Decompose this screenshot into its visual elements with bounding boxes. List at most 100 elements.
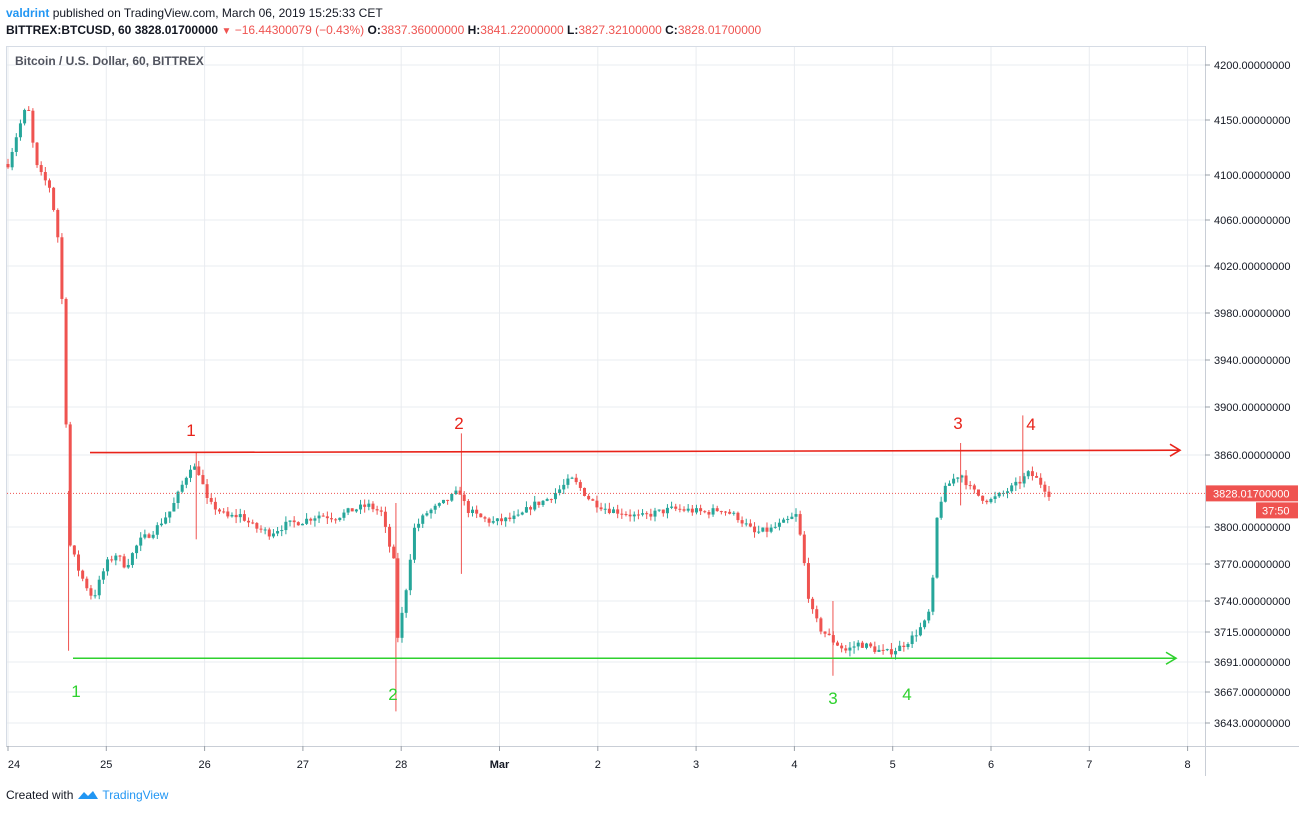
support-touch-label: 4: [902, 685, 911, 704]
candle: [603, 503, 607, 514]
time-axis[interactable]: 24 25 26 27 28 Mar 2 3 4 5 6 7 8: [7, 746, 1191, 771]
candle: [441, 499, 445, 504]
candle: [491, 516, 495, 525]
candle: [1035, 472, 1039, 478]
candle: [512, 510, 516, 524]
candle: [56, 208, 60, 243]
candle: [43, 166, 47, 186]
candle-body: [475, 509, 479, 514]
candle: [653, 507, 657, 522]
candle-body: [869, 643, 873, 647]
author-name[interactable]: valdrint: [6, 6, 50, 20]
candle: [421, 513, 425, 528]
candle: [599, 502, 603, 512]
candle: [529, 505, 533, 516]
candle-body: [894, 651, 898, 655]
candle-body: [454, 490, 458, 494]
candle: [923, 619, 927, 630]
candle-body: [184, 477, 188, 485]
candle: [852, 641, 856, 654]
candle: [645, 511, 649, 520]
candle: [835, 640, 839, 647]
candle-body: [114, 555, 118, 561]
candle-body: [757, 531, 761, 533]
candle-body: [553, 493, 557, 500]
candle: [690, 504, 694, 516]
candle-body: [989, 499, 993, 503]
high-label: H:: [467, 23, 481, 37]
candle-body: [719, 511, 723, 513]
candle: [97, 575, 101, 600]
candle-body: [943, 485, 947, 502]
candle-body: [97, 579, 101, 596]
candle: [769, 524, 773, 534]
candle: [500, 513, 504, 526]
y-tick-label: 4200.00000000: [1214, 60, 1290, 72]
candle: [545, 497, 549, 502]
candle-body: [101, 571, 105, 580]
candle-body: [425, 513, 429, 516]
x-tick-label: 7: [1086, 759, 1092, 771]
candle: [744, 518, 748, 527]
candle: [757, 525, 761, 535]
candle-body: [479, 513, 483, 518]
candle: [251, 519, 255, 525]
candle-body: [305, 518, 309, 524]
candle-body: [873, 646, 877, 652]
candle: [77, 550, 81, 577]
candle-body: [591, 499, 595, 501]
chart-title: Bitcoin / U.S. Dollar, 60, BITTREX: [15, 54, 204, 68]
candle-body: [952, 478, 956, 484]
candle: [396, 552, 400, 643]
candle: [939, 496, 943, 520]
candle-body: [769, 527, 773, 532]
candle-body: [844, 648, 848, 651]
candle: [661, 509, 665, 517]
chart-grid: [7, 47, 1205, 746]
candle: [578, 479, 582, 491]
candle: [89, 584, 93, 600]
candle: [877, 645, 881, 653]
tradingview-link[interactable]: TradingView: [102, 788, 169, 802]
candle: [508, 512, 512, 522]
candle-body: [819, 618, 823, 632]
candle: [400, 606, 404, 643]
resistance-touch-label: 2: [454, 414, 463, 433]
high-value: 3841.22000000: [480, 23, 564, 37]
candle: [329, 512, 333, 523]
candle-body: [823, 631, 827, 634]
candle: [64, 297, 68, 428]
candle: [869, 642, 873, 649]
candle: [570, 476, 574, 479]
candle: [553, 488, 557, 504]
candle-body: [914, 635, 918, 637]
candle: [242, 510, 246, 522]
candle: [628, 509, 632, 522]
candle-body: [549, 499, 553, 501]
candle-body: [765, 527, 769, 532]
candle: [753, 522, 757, 538]
candle-body: [172, 503, 176, 512]
candle: [404, 588, 408, 618]
candle-body: [620, 513, 624, 515]
candle-body: [578, 482, 582, 488]
candle-body: [267, 529, 271, 537]
candle: [782, 517, 786, 523]
down-arrow-icon: ▼: [221, 26, 232, 37]
open-value: 3837.36000000: [380, 23, 465, 37]
candle-body: [860, 642, 864, 648]
candle: [305, 513, 309, 526]
candle-body: [193, 466, 197, 470]
countdown-badge: [1256, 502, 1298, 519]
price-axis[interactable]: 3643.00000000 3667.00000000 3691.00000000 3…: [1205, 60, 1298, 730]
candle-body: [359, 504, 363, 510]
candle: [363, 499, 367, 513]
candle-body: [790, 516, 794, 519]
resistance-touch-label: 4: [1026, 415, 1035, 434]
candle-body: [1047, 491, 1051, 497]
candle-body: [1022, 476, 1026, 484]
candle: [997, 491, 1001, 498]
candle: [292, 516, 296, 528]
candle: [815, 605, 819, 623]
